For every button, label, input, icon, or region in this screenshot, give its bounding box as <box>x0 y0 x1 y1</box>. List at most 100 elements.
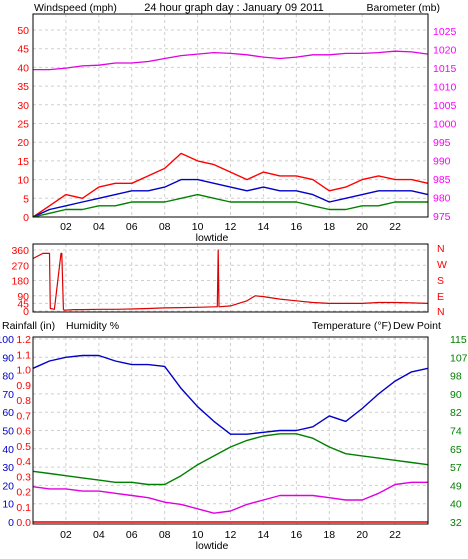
temperature-tick-label: 107 <box>450 352 468 364</box>
direction-tick-label: 45 <box>17 298 29 310</box>
graph-title: 24 hour graph day : January 09 2011 <box>144 2 324 14</box>
rainfall-tick-label: 0.4 <box>16 456 31 468</box>
barometer-line <box>33 50 429 71</box>
humidity-temperature-panel: Rainfall (in) Humidity % Temperature (°F… <box>0 320 468 552</box>
rainfall-tick-label: 0.6 <box>16 426 31 438</box>
windspeed-tick-label: 35 <box>17 81 29 93</box>
average-speed-line <box>32 178 429 218</box>
humidity-x-ticks: 02 04 06 08 10 12 14 16 18 20 22 <box>60 529 401 541</box>
gust-line <box>32 152 429 218</box>
direction-tick-label: 90 <box>17 291 29 303</box>
humidity-lowtide-label: lowtide <box>196 540 229 552</box>
humidity-temperature-series <box>32 354 429 523</box>
windspeed-tick-label: 50 <box>17 25 29 37</box>
temperature-tick-label: 40 <box>450 499 462 511</box>
rainfall-tick-label: 1.1 <box>16 349 31 361</box>
compass-label: N <box>437 243 445 255</box>
direction-line <box>32 249 429 311</box>
x-tick-label: 18 <box>323 529 335 541</box>
humidity-ticks: 0 10 20 30 40 50 60 70 80 90 100 <box>0 334 14 529</box>
temperature-tick-label: 32 <box>450 517 462 529</box>
x-tick-label: 14 <box>258 529 270 541</box>
x-tick-label: 10 <box>192 221 204 233</box>
barometer-tick-label: 995 <box>433 137 451 149</box>
direction-series <box>32 249 429 311</box>
humidity-grid <box>33 337 428 524</box>
temperature-tick-label: 65 <box>450 444 462 456</box>
x-tick-label: 08 <box>159 221 171 233</box>
barometer-tick-label: 1000 <box>433 119 457 131</box>
x-tick-label: 06 <box>126 221 138 233</box>
x-tick-label: 08 <box>159 529 171 541</box>
barometer-ticks: 975 980 985 990 995 1000 1005 1010 1015 1020 1025 <box>433 26 457 223</box>
direction-plot-frame <box>32 243 429 313</box>
compass-label: S <box>437 275 444 287</box>
x-tick-label: 16 <box>290 221 302 233</box>
barometer-tick-label: 1025 <box>433 26 457 38</box>
wind-series <box>32 50 429 218</box>
barometer-tick-label: 1015 <box>433 63 457 75</box>
barometer-tick-label: 980 <box>433 192 451 204</box>
rainfall-ticks: 0.0 0.1 0.2 0.3 0.4 0.5 0.6 0.7 0.8 0.9 1.0 1.1 1.2 <box>16 334 31 529</box>
compass-label: W <box>437 259 447 271</box>
x-tick-label: 16 <box>290 529 302 541</box>
x-tick-label: 12 <box>225 221 237 233</box>
windspeed-tick-label: 10 <box>17 175 29 187</box>
rainfall-tick-label: 0.8 <box>16 395 31 407</box>
humidity-line <box>32 354 429 435</box>
windspeed-tick-label: 30 <box>17 100 29 112</box>
barometer-tick-label: 975 <box>433 211 451 223</box>
barometer-tick-label: 990 <box>433 155 451 167</box>
compass-label: E <box>437 291 444 303</box>
x-tick-label: 22 <box>389 529 401 541</box>
humidity-plot-frame <box>32 336 429 525</box>
windspeed-ticks: 0 5 10 15 20 25 30 35 40 45 50 <box>17 25 29 224</box>
x-tick-label: 06 <box>126 529 138 541</box>
temperature-tick-label: 115 <box>450 334 467 346</box>
temperature-ticks: 32 40 49 57 65 74 82 90 98 107 115 <box>450 334 468 529</box>
windspeed-tick-label: 45 <box>17 44 29 56</box>
x-tick-label: 12 <box>225 529 237 541</box>
humidity-tick-label: 80 <box>2 371 14 383</box>
x-tick-label: 22 <box>389 221 401 233</box>
x-tick-label: 18 <box>323 221 335 233</box>
x-tick-label: 20 <box>356 221 368 233</box>
rainfall-tick-label: 1.0 <box>16 365 31 377</box>
windspeed-tick-label: 15 <box>17 156 29 168</box>
dewpoint-line <box>32 481 428 514</box>
direction-tick-label: 270 <box>11 260 29 272</box>
wind-barometer-panel: Windspeed (mph) Barometer (mb) 051015202… <box>17 2 456 244</box>
temperature-axis-label: Temperature (°F) <box>312 320 391 332</box>
rainfall-tick-label: 0.9 <box>16 380 31 392</box>
temperature-tick-label: 49 <box>450 480 462 492</box>
humidity-tick-label: 40 <box>2 444 14 456</box>
dewpoint-axis-label: Dew Point <box>393 320 441 332</box>
x-tick-label: 04 <box>93 529 105 541</box>
windspeed-tick-label: 25 <box>17 119 29 131</box>
wind-plot-frame <box>32 13 429 218</box>
barometer-tick-label: 985 <box>433 174 451 186</box>
x-tick-label: 14 <box>258 221 270 233</box>
humidity-tick-label: 50 <box>2 426 14 438</box>
direction-tick-label: 0 <box>23 306 29 318</box>
rainfall-tick-label: 1.2 <box>16 334 31 346</box>
rainfall-tick-label: 0.3 <box>16 471 31 483</box>
temperature-tick-label: 90 <box>450 389 462 401</box>
rainfall-tick-label: 0.5 <box>16 441 31 453</box>
x-tick-label: 10 <box>192 529 204 541</box>
temperature-line <box>32 433 429 486</box>
humidity-tick-label: 70 <box>2 389 14 401</box>
humidity-tick-label: 0 <box>8 517 14 529</box>
rainfall-tick-label: 0.2 <box>16 487 31 499</box>
windspeed-tick-label: 5 <box>23 193 29 205</box>
humidity-tick-label: 20 <box>2 480 14 492</box>
windspeed-tick-label: 20 <box>17 137 29 149</box>
wind-x-ticks: 02 04 06 08 10 12 14 16 18 20 22 <box>60 221 401 233</box>
windspeed-axis-label: Windspeed (mph) <box>34 2 117 14</box>
barometer-axis-label: Barometer (mb) <box>366 2 440 14</box>
direction-tick-label: 180 <box>11 276 29 288</box>
